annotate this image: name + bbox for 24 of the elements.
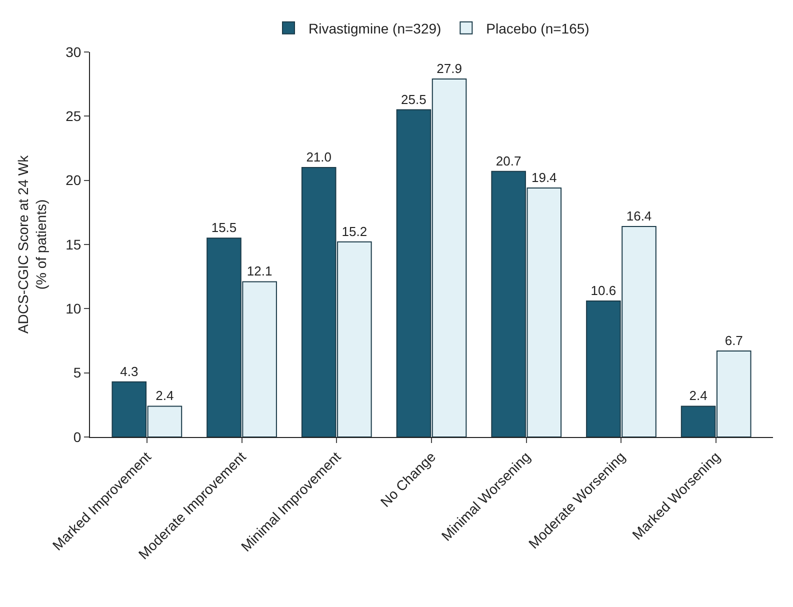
legend-label: Rivastigmine (n=329) <box>308 20 442 36</box>
y-axis-title: ADCS-CGIC Score at 24 Wk (% of patients) <box>15 154 50 334</box>
data-label: 2.4 <box>689 388 708 404</box>
y-tick-label: 25 <box>66 108 82 124</box>
y-tick-label: 0 <box>73 428 82 445</box>
data-label: 20.7 <box>496 153 522 168</box>
data-label: 10.6 <box>590 282 616 298</box>
y-tick-label: 30 <box>66 44 82 60</box>
data-label: 15.2 <box>342 224 368 239</box>
y-tick-label: 20 <box>66 172 82 188</box>
data-label: 21.0 <box>306 150 332 164</box>
data-label: 19.4 <box>531 170 557 186</box>
y-tick-label: 5 <box>73 364 82 381</box>
data-label: 16.4 <box>626 208 652 224</box>
data-label: 4.3 <box>120 364 138 379</box>
y-tick-label: 10 <box>66 300 82 317</box>
data-label: 2.4 <box>156 388 174 404</box>
data-label: 15.5 <box>211 220 237 236</box>
data-label: 27.9 <box>436 60 462 76</box>
y-tick-label: 15 <box>66 236 82 252</box>
data-label: 12.1 <box>246 264 272 279</box>
data-label: 6.7 <box>724 333 743 348</box>
data-label: 25.5 <box>401 92 426 107</box>
legend-label: Placebo (n=165) <box>486 20 590 36</box>
